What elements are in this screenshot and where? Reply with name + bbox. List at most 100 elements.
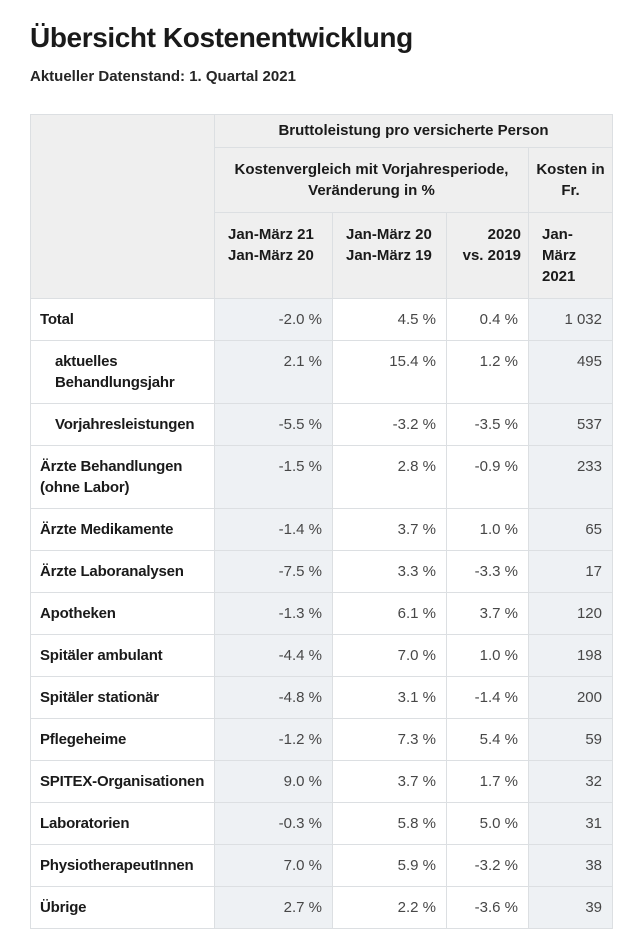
header-group-row: Bruttoleistung pro versicherte Person xyxy=(30,114,613,299)
col-header-line: Jan-März 20 xyxy=(228,247,314,264)
table-row: SPITEX-Organisationen 9.0 % 3.7 % 1.7 % 32 xyxy=(30,760,613,803)
col-header-2020-vs-2019: 2020 vs. 2019 xyxy=(446,212,529,299)
value-cell: 7.0 % xyxy=(332,634,447,677)
row-label-line: Apotheken xyxy=(40,605,116,622)
row-label: Ärzte Behandlungen (ohne Labor) xyxy=(30,445,215,509)
value-cell: 15.4 % xyxy=(332,340,447,404)
col-header-line: Jan-März 19 xyxy=(346,247,432,264)
value-cell: -2.0 % xyxy=(214,298,333,341)
table-row: Ärzte Behandlungen (ohne Labor) -1.5 % 2.8 … xyxy=(30,445,613,509)
row-label: Vorjahresleistungen xyxy=(30,403,215,446)
data-status-subtitle: Aktueller Datenstand: 1. Quartal 2021 xyxy=(30,68,296,85)
table-row: Ärzte Medikamente -1.4 % 3.7 % 1.0 % 65 xyxy=(30,508,613,551)
row-label-line: Spitäler ambulant xyxy=(40,647,163,664)
row-label-line: SPITEX-Organisationen xyxy=(40,773,205,790)
corner-cell xyxy=(30,114,215,299)
value-cell: 1.0 % xyxy=(446,508,529,551)
cost-header-line1: Kosten in xyxy=(536,161,605,178)
value-cell: 7.0 % xyxy=(214,844,333,887)
table-row: Laboratorien -0.3 % 5.8 % 5.0 % 31 xyxy=(30,802,613,845)
value-cell: -4.4 % xyxy=(214,634,333,677)
value-cell: 9.0 % xyxy=(214,760,333,803)
value-cell: 3.7 % xyxy=(446,592,529,635)
value-cell: 5.8 % xyxy=(332,802,447,845)
value-cell: -1.5 % xyxy=(214,445,333,509)
value-cell: 3.3 % xyxy=(332,550,447,593)
value-cell: 3.7 % xyxy=(332,508,447,551)
col-header-line: vs. 2019 xyxy=(462,247,521,264)
value-cell: 1.2 % xyxy=(446,340,529,404)
row-label: SPITEX-Organisationen xyxy=(30,760,215,803)
group-header: Bruttoleistung pro versicherte Person xyxy=(214,114,613,148)
value-cell: 5.0 % xyxy=(446,802,529,845)
compare-header: Kostenvergleich mit Vorjahresperiode, Ve… xyxy=(214,147,529,213)
col-header-line: Jan-März xyxy=(542,226,577,264)
row-label-line: Total xyxy=(40,311,74,328)
value-cell: -3.5 % xyxy=(446,403,529,446)
value-cell: 4.5 % xyxy=(332,298,447,341)
value-cell: 3.7 % xyxy=(332,760,447,803)
value-cell: 1.7 % xyxy=(446,760,529,803)
value-cell: 38 xyxy=(528,844,613,887)
value-cell: 31 xyxy=(528,802,613,845)
value-cell: 6.1 % xyxy=(332,592,447,635)
row-label-line: Spitäler stationär xyxy=(40,689,159,706)
value-cell: 17 xyxy=(528,550,613,593)
value-cell: 537 xyxy=(528,403,613,446)
row-label: Spitäler ambulant xyxy=(30,634,215,677)
value-cell: 2.8 % xyxy=(332,445,447,509)
table-row: PhysiotherapeutInnen 7.0 % 5.9 % -3.2 % 38 xyxy=(30,844,613,887)
table-row: Vorjahresleistungen -5.5 % -3.2 % -3.5 % 537 xyxy=(30,403,613,446)
row-label: PhysiotherapeutInnen xyxy=(30,844,215,887)
header-period-row: Jan-März 21 Jan-März 20 Jan-März 20 Jan-… xyxy=(31,212,613,299)
value-cell: 2.7 % xyxy=(214,886,333,929)
value-cell: 233 xyxy=(528,445,613,509)
cost-development-table: Bruttoleistung pro versicherte Person Ko… xyxy=(30,114,613,929)
value-cell: -1.4 % xyxy=(214,508,333,551)
compare-header-line1: Kostenvergleich mit Vorjahresperiode, xyxy=(234,161,509,178)
value-cell: 1.0 % xyxy=(446,634,529,677)
table-row: Apotheken -1.3 % 6.1 % 3.7 % 120 xyxy=(30,592,613,635)
value-cell: -5.5 % xyxy=(214,403,333,446)
value-cell: -7.5 % xyxy=(214,550,333,593)
value-cell: 65 xyxy=(528,508,613,551)
value-cell: 1 032 xyxy=(528,298,613,341)
col-header-line: 2021 xyxy=(542,268,576,285)
value-cell: -0.9 % xyxy=(446,445,529,509)
row-label-line: (ohne Labor) xyxy=(40,479,130,496)
row-label: Laboratorien xyxy=(30,802,215,845)
row-label: Spitäler stationär xyxy=(30,676,215,719)
value-cell: 2.2 % xyxy=(332,886,447,929)
row-label-line: aktuelles xyxy=(55,353,118,370)
value-cell: 5.4 % xyxy=(446,718,529,761)
value-cell: 0.4 % xyxy=(446,298,529,341)
value-cell: -0.3 % xyxy=(214,802,333,845)
row-label: Apotheken xyxy=(30,592,215,635)
row-label: Übrige xyxy=(30,886,215,929)
col-header-line: Jan-März 21 xyxy=(228,226,314,243)
cost-header: Kosten in Fr. xyxy=(528,147,613,213)
row-label-line: Laboratorien xyxy=(40,815,130,832)
value-cell: 198 xyxy=(528,634,613,677)
row-label-line: Ärzte Laboranalysen xyxy=(40,563,184,580)
row-label-line: PhysiotherapeutInnen xyxy=(40,857,194,874)
col-header-jan-maerz-2021: Jan-März 2021 xyxy=(528,212,613,299)
value-cell: -1.4 % xyxy=(446,676,529,719)
cost-header-line2: Fr. xyxy=(561,182,580,199)
value-cell: 59 xyxy=(528,718,613,761)
value-cell: -3.2 % xyxy=(332,403,447,446)
value-cell: 3.1 % xyxy=(332,676,447,719)
col-header-line: Jan-März 20 xyxy=(346,226,432,243)
value-cell: 39 xyxy=(528,886,613,929)
value-cell: 200 xyxy=(528,676,613,719)
row-label-line: Ärzte Behandlungen xyxy=(40,458,183,475)
col-header-jan-maerz-21-vs-20: Jan-März 21 Jan-März 20 xyxy=(214,212,333,299)
row-label: Ärzte Medikamente xyxy=(30,508,215,551)
value-cell: 2.1 % xyxy=(214,340,333,404)
row-label: Total xyxy=(30,298,215,341)
value-cell: 495 xyxy=(528,340,613,404)
row-label-line: Pflegeheime xyxy=(40,731,127,748)
table-body: Total -2.0 % 4.5 % 0.4 % 1 032 aktuelles Behan… xyxy=(30,298,613,929)
compare-header-line2: Veränderung in % xyxy=(308,182,435,199)
